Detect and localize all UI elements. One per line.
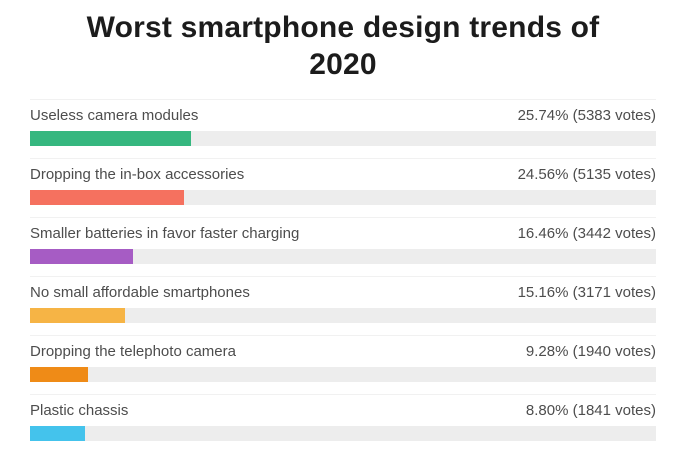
poll-option-label: Dropping the in-box accessories — [30, 166, 245, 184]
bar-fill — [30, 131, 192, 147]
bar-fill — [30, 190, 184, 206]
bar-track — [30, 367, 656, 383]
page-title: Worst smartphone design trends of 2020 — [86, 11, 600, 81]
poll-option-label: Useless camera modules — [30, 107, 199, 125]
poll-row: Dropping the in-box accessories 24.56% (… — [30, 158, 656, 206]
poll-row-head: Smaller batteries in favor faster chargi… — [30, 225, 656, 243]
poll-row-head: Dropping the telephoto camera 9.28% (194… — [30, 343, 656, 361]
poll-row-head: No small affordable smartphones 15.16% (… — [30, 284, 656, 302]
poll-option-result: 24.56% (5135 votes) — [517, 166, 656, 184]
poll-row: Dropping the telephoto camera 9.28% (194… — [30, 335, 656, 383]
poll-row: Smaller batteries in favor faster chargi… — [30, 217, 656, 265]
poll-results-list: Useless camera modules 25.74% (5383 vote… — [30, 99, 656, 442]
poll-row-head: Plastic chassis 8.80% (1841 votes) — [30, 402, 656, 420]
poll-option-label: Dropping the telephoto camera — [30, 343, 236, 361]
bar-track — [30, 308, 656, 324]
bar-track — [30, 249, 656, 265]
bar-track — [30, 426, 656, 442]
poll-row: No small affordable smartphones 15.16% (… — [30, 276, 656, 324]
poll-option-result: 8.80% (1841 votes) — [525, 402, 656, 420]
poll-option-label: Plastic chassis — [30, 402, 129, 420]
bar-fill — [30, 249, 134, 265]
bar-fill — [30, 308, 125, 324]
poll-row: Useless camera modules 25.74% (5383 vote… — [30, 99, 656, 147]
poll-option-result: 16.46% (3442 votes) — [517, 225, 656, 243]
poll-option-result: 9.28% (1940 votes) — [525, 343, 656, 361]
bar-track — [30, 131, 656, 147]
bar-track — [30, 190, 656, 206]
poll-option-label: No small affordable smartphones — [30, 284, 250, 302]
poll-option-result: 15.16% (3171 votes) — [517, 284, 656, 302]
bar-fill — [30, 367, 89, 383]
poll-option-label: Smaller batteries in favor faster chargi… — [30, 225, 300, 243]
poll-option-result: 25.74% (5383 votes) — [517, 107, 656, 125]
poll-row-head: Useless camera modules 25.74% (5383 vote… — [30, 107, 656, 125]
poll-row: Plastic chassis 8.80% (1841 votes) — [30, 394, 656, 442]
poll-row-head: Dropping the in-box accessories 24.56% (… — [30, 166, 656, 184]
bar-fill — [30, 426, 86, 442]
